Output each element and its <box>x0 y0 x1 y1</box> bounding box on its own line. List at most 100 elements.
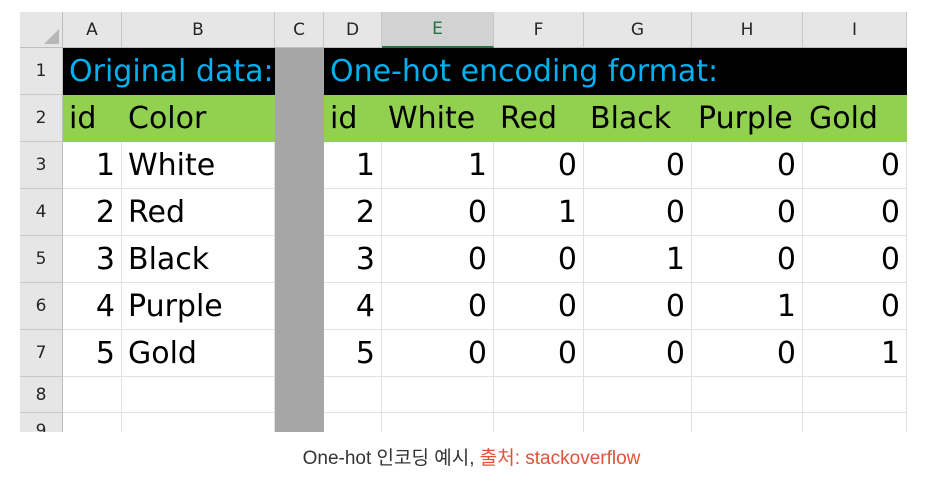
original-color-cell[interactable]: Gold <box>122 330 275 377</box>
column-header-a[interactable]: A <box>63 12 122 48</box>
onehot-gold-cell[interactable]: 0 <box>803 236 907 283</box>
onehot-header-black[interactable]: Black <box>584 95 692 142</box>
onehot-red-cell[interactable]: 0 <box>494 142 584 189</box>
original-id-cell[interactable]: 5 <box>63 330 122 377</box>
empty-cell[interactable] <box>382 377 494 413</box>
onehot-red-cell[interactable]: 0 <box>494 236 584 283</box>
onehot-id-cell[interactable]: 2 <box>324 189 382 236</box>
row-header-1[interactable]: 1 <box>20 48 63 95</box>
row-header-4[interactable]: 4 <box>20 189 63 236</box>
empty-cell[interactable] <box>692 413 803 432</box>
onehot-header-white[interactable]: White <box>382 95 494 142</box>
original-id-cell[interactable]: 1 <box>63 142 122 189</box>
column-header-i[interactable]: I <box>803 12 907 48</box>
onehot-black-cell[interactable]: 1 <box>584 236 692 283</box>
empty-cell[interactable] <box>63 377 122 413</box>
empty-cell[interactable] <box>584 377 692 413</box>
onehot-header-purple[interactable]: Purple <box>692 95 803 142</box>
onehot-gold-cell[interactable]: 1 <box>803 330 907 377</box>
row-header-9[interactable]: 9 <box>20 413 63 432</box>
onehot-gold-cell[interactable]: 0 <box>803 283 907 330</box>
separator-cell[interactable] <box>275 95 324 142</box>
caption-source: 출처: stackoverflow <box>479 448 641 469</box>
header-cell-id[interactable]: id <box>63 95 122 142</box>
onehot-white-cell[interactable]: 0 <box>382 283 494 330</box>
select-all-corner[interactable] <box>20 12 63 48</box>
onehot-purple-cell[interactable]: 0 <box>692 142 803 189</box>
empty-cell[interactable] <box>382 413 494 432</box>
select-all-icon <box>44 29 59 44</box>
empty-cell[interactable] <box>692 377 803 413</box>
separator-cell[interactable] <box>275 377 324 413</box>
original-color-cell[interactable]: Red <box>122 189 275 236</box>
row-header-7[interactable]: 7 <box>20 330 63 377</box>
empty-cell[interactable] <box>63 413 122 432</box>
onehot-red-cell[interactable]: 0 <box>494 330 584 377</box>
spreadsheet: A B C D E F G H I 1 Original data: One-h… <box>20 12 920 432</box>
onehot-id-cell[interactable]: 4 <box>324 283 382 330</box>
original-data-title-cell[interactable]: Original data: <box>63 48 275 95</box>
onehot-header-id[interactable]: id <box>324 95 382 142</box>
onehot-black-cell[interactable]: 0 <box>584 283 692 330</box>
onehot-id-cell[interactable]: 5 <box>324 330 382 377</box>
original-id-cell[interactable]: 4 <box>63 283 122 330</box>
onehot-purple-cell[interactable]: 1 <box>692 283 803 330</box>
spreadsheet-grid: A B C D E F G H I 1 Original data: One-h… <box>20 12 907 432</box>
onehot-red-cell[interactable]: 0 <box>494 283 584 330</box>
row-header-6[interactable]: 6 <box>20 283 63 330</box>
caption-text: One-hot 인코딩 예시, <box>302 448 480 469</box>
onehot-header-gold[interactable]: Gold <box>803 95 907 142</box>
onehot-black-cell[interactable]: 0 <box>584 189 692 236</box>
onehot-id-cell[interactable]: 3 <box>324 236 382 283</box>
original-color-cell[interactable]: Black <box>122 236 275 283</box>
empty-cell[interactable] <box>584 413 692 432</box>
onehot-gold-cell[interactable]: 0 <box>803 189 907 236</box>
empty-cell[interactable] <box>803 377 907 413</box>
onehot-purple-cell[interactable]: 0 <box>692 330 803 377</box>
separator-cell[interactable] <box>275 283 324 330</box>
header-cell-color[interactable]: Color <box>122 95 275 142</box>
row-header-8[interactable]: 8 <box>20 377 63 413</box>
onehot-purple-cell[interactable]: 0 <box>692 189 803 236</box>
column-header-b[interactable]: B <box>122 12 275 48</box>
empty-cell[interactable] <box>803 413 907 432</box>
empty-cell[interactable] <box>494 413 584 432</box>
column-header-e[interactable]: E <box>382 12 494 48</box>
separator-cell[interactable] <box>275 330 324 377</box>
separator-cell[interactable] <box>275 236 324 283</box>
empty-cell[interactable] <box>122 413 275 432</box>
empty-cell[interactable] <box>494 377 584 413</box>
separator-cell[interactable] <box>275 189 324 236</box>
separator-cell[interactable] <box>275 142 324 189</box>
row-header-5[interactable]: 5 <box>20 236 63 283</box>
column-header-c[interactable]: C <box>275 12 324 48</box>
column-header-f[interactable]: F <box>494 12 584 48</box>
column-header-d[interactable]: D <box>324 12 382 48</box>
separator-cell[interactable] <box>275 413 324 432</box>
onehot-black-cell[interactable]: 0 <box>584 330 692 377</box>
original-color-cell[interactable]: White <box>122 142 275 189</box>
empty-cell[interactable] <box>122 377 275 413</box>
onehot-white-cell[interactable]: 0 <box>382 189 494 236</box>
empty-cell[interactable] <box>324 377 382 413</box>
column-header-g[interactable]: G <box>584 12 692 48</box>
onehot-white-cell[interactable]: 0 <box>382 330 494 377</box>
onehot-purple-cell[interactable]: 0 <box>692 236 803 283</box>
original-id-cell[interactable]: 3 <box>63 236 122 283</box>
onehot-gold-cell[interactable]: 0 <box>803 142 907 189</box>
original-id-cell[interactable]: 2 <box>63 189 122 236</box>
onehot-white-cell[interactable]: 0 <box>382 236 494 283</box>
onehot-red-cell[interactable]: 1 <box>494 189 584 236</box>
onehot-black-cell[interactable]: 0 <box>584 142 692 189</box>
figure-caption: One-hot 인코딩 예시, 출처: stackoverflow <box>0 443 943 470</box>
empty-cell[interactable] <box>324 413 382 432</box>
onehot-header-red[interactable]: Red <box>494 95 584 142</box>
original-color-cell[interactable]: Purple <box>122 283 275 330</box>
onehot-title-cell[interactable]: One-hot encoding format: <box>324 48 907 95</box>
separator-cell[interactable] <box>275 48 324 95</box>
onehot-id-cell[interactable]: 1 <box>324 142 382 189</box>
onehot-white-cell[interactable]: 1 <box>382 142 494 189</box>
column-header-h[interactable]: H <box>692 12 803 48</box>
row-header-2[interactable]: 2 <box>20 95 63 142</box>
row-header-3[interactable]: 3 <box>20 142 63 189</box>
